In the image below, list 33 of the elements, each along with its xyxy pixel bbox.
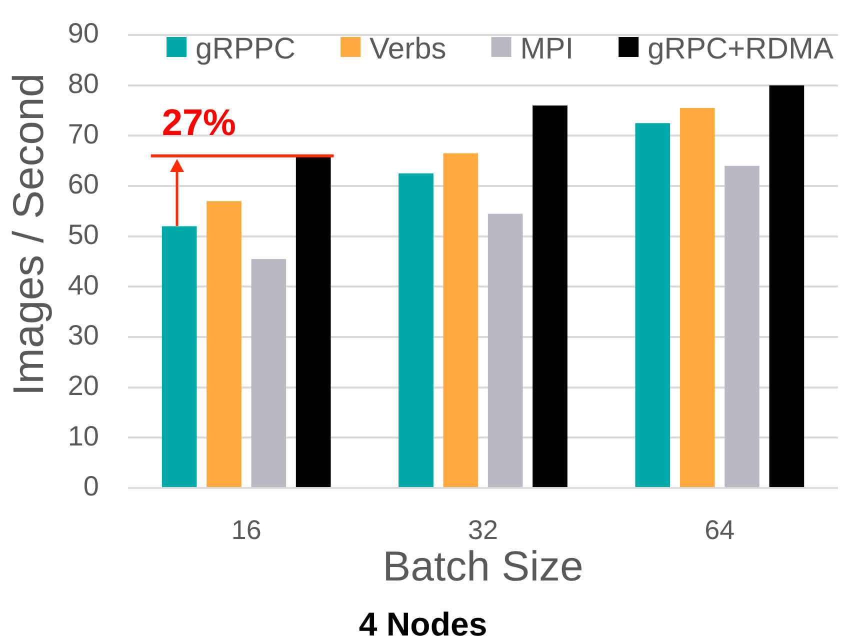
y-tick-label: 30: [68, 320, 99, 351]
y-axis-title: Images / Second: [4, 73, 53, 396]
x-tick-label: 64: [704, 514, 735, 545]
y-tick-label: 50: [68, 219, 99, 250]
bar: [769, 85, 804, 487]
legend-label: gRPPC: [196, 32, 296, 66]
y-tick-label: 0: [83, 470, 99, 502]
bar: [296, 156, 331, 487]
legend-label: gRPC+RDMA: [648, 32, 834, 66]
text: 4 Nodes: [358, 606, 488, 643]
bar: [206, 201, 242, 487]
x-tick-label: 16: [231, 514, 262, 545]
legend-label: MPI: [520, 32, 574, 66]
bar: [724, 166, 760, 487]
y-tick-label: 10: [68, 420, 99, 452]
y-tick-label: 70: [68, 118, 99, 150]
bar: [680, 108, 715, 487]
x-tick-label: 32: [468, 514, 498, 545]
x-axis-title: Batch Size: [382, 542, 584, 590]
legend-label: Verbs: [370, 32, 446, 66]
bar: [443, 153, 478, 487]
y-tick-label: 80: [68, 68, 99, 100]
bar: [635, 123, 670, 487]
y-tick-label: 60: [68, 168, 99, 200]
bar: [162, 226, 197, 487]
bar: [398, 173, 434, 487]
bar: [488, 214, 523, 487]
y-tick-label: 90: [68, 18, 99, 49]
y-tick-label: 40: [68, 269, 99, 300]
y-tick-label: 20: [68, 370, 99, 402]
bar: [532, 105, 568, 487]
annotation: 27%: [162, 102, 236, 143]
bar: [251, 258, 286, 487]
